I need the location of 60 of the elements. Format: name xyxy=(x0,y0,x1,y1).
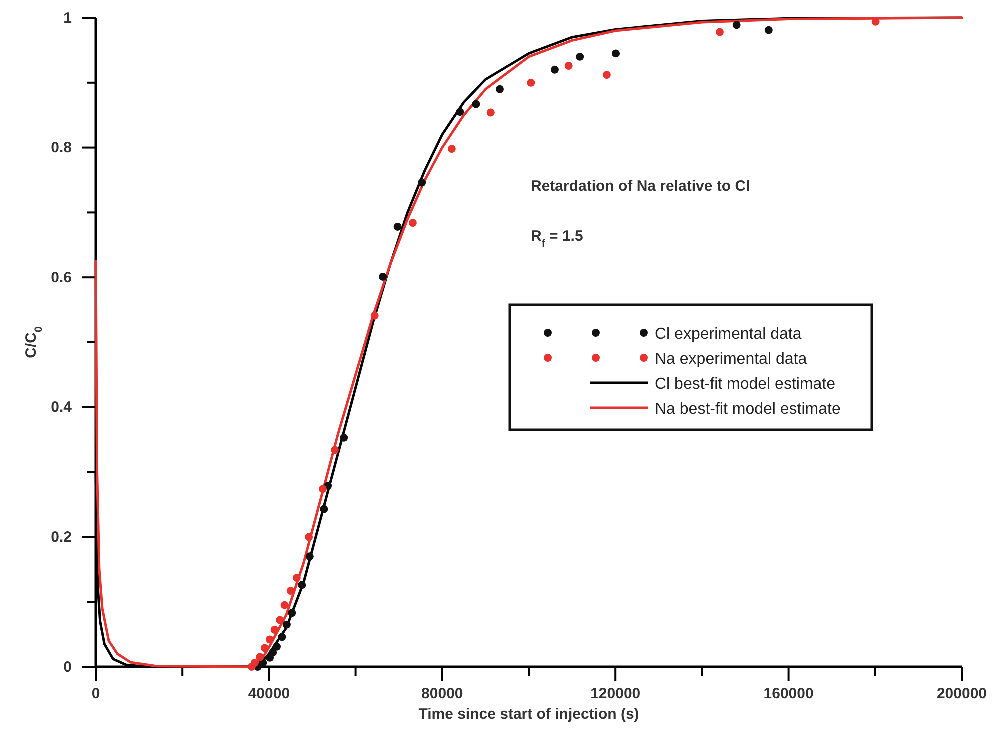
x-tick-label: 160000 xyxy=(764,686,814,702)
point xyxy=(259,659,268,668)
annotation: R$_{f}$ = 1.5 xyxy=(531,228,584,250)
point xyxy=(448,145,456,154)
point xyxy=(280,601,289,610)
point xyxy=(276,616,284,624)
legend-label: Na experimental data xyxy=(655,351,808,368)
point xyxy=(612,50,620,58)
legend-label: Cl experimental data xyxy=(655,326,802,343)
y-tick-label: 0.6 xyxy=(51,269,72,286)
annotation: Retardation of Na relative to Cl xyxy=(531,178,750,195)
point xyxy=(576,52,584,61)
point xyxy=(269,648,278,657)
point xyxy=(305,533,314,542)
point xyxy=(602,71,611,80)
point xyxy=(527,78,536,87)
point xyxy=(288,609,296,618)
point xyxy=(764,26,773,34)
point xyxy=(266,636,274,644)
point xyxy=(564,62,573,70)
point xyxy=(331,446,340,454)
y-tick-label: 0.4 xyxy=(51,399,73,416)
x-tick-label: 80000 xyxy=(422,686,464,702)
point xyxy=(260,644,269,652)
point xyxy=(496,85,504,94)
point xyxy=(379,272,388,281)
point xyxy=(370,312,379,320)
point xyxy=(270,626,279,634)
point xyxy=(408,219,417,228)
point xyxy=(318,485,327,494)
x-tick-label: 120000 xyxy=(590,686,641,702)
point xyxy=(456,108,464,116)
x-axis-title: Time since start of injection (s) xyxy=(418,706,640,723)
y-tick-label: 0.8 xyxy=(51,140,72,157)
point xyxy=(273,642,281,651)
x-tick-label: 0 xyxy=(92,686,100,702)
point xyxy=(250,659,259,668)
point xyxy=(550,66,559,74)
point xyxy=(472,100,480,108)
legend-label: Cl best-fit model estimate xyxy=(655,376,836,393)
point xyxy=(282,620,291,629)
point xyxy=(716,28,724,36)
point xyxy=(340,434,348,442)
y-tick-label: 1 xyxy=(64,10,72,27)
point xyxy=(732,21,741,30)
point xyxy=(418,178,426,187)
point xyxy=(298,581,306,590)
point xyxy=(306,552,314,561)
point xyxy=(292,574,301,582)
point xyxy=(256,653,264,662)
x-tick-label: 40000 xyxy=(248,686,290,702)
point xyxy=(278,633,286,642)
legend-label: Na best-fit model estimate xyxy=(655,401,841,418)
point xyxy=(486,108,495,117)
point xyxy=(286,587,295,596)
y-tick-label: 0 xyxy=(64,658,72,676)
y-tick-label: 0.2 xyxy=(51,529,72,546)
point xyxy=(394,222,402,231)
point xyxy=(320,505,328,514)
x-tick-label: 200000 xyxy=(936,686,988,702)
